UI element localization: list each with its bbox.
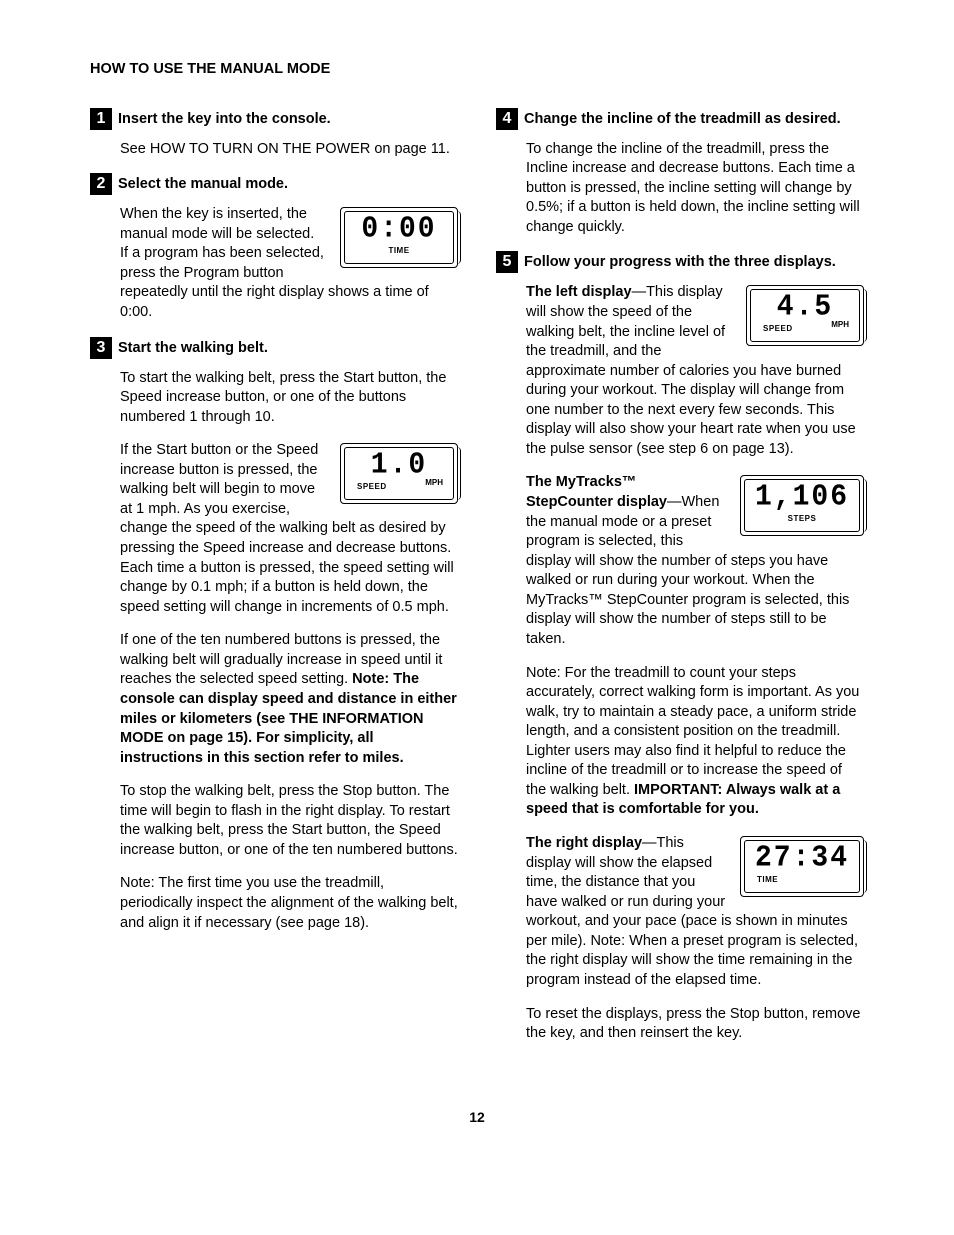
right-display-text-2: To reset the displays, press the Stop bu…	[526, 1005, 864, 1044]
two-column-layout: 1 Insert the key into the console. See H…	[90, 108, 864, 1058]
step-1: 1 Insert the key into the console. See H…	[90, 108, 458, 160]
step-1-title: Insert the key into the console.	[118, 108, 331, 130]
step-4-title: Change the incline of the treadmill as d…	[524, 108, 841, 130]
lcd-label: STEPS	[755, 514, 849, 525]
step-number-4: 4	[496, 108, 518, 130]
lcd-value: 1.0	[371, 451, 427, 482]
step-3: 3 Start the walking belt. To start the w…	[90, 337, 458, 934]
lcd-label: TIME	[755, 875, 849, 886]
lcd-value: 4.5	[777, 293, 833, 324]
section-title: HOW TO USE THE MANUAL MODE	[90, 60, 864, 80]
lcd-steps-display: 1,106 STEPS	[740, 475, 864, 536]
right-column: 4 Change the incline of the treadmill as…	[496, 108, 864, 1058]
step-1-text: See HOW TO TURN ON THE POWER on page 11.	[120, 140, 458, 160]
step-3-p4: To stop the walking belt, press the Stop…	[120, 782, 458, 860]
step-3-p5: Note: The first time you use the treadmi…	[120, 874, 458, 933]
step-number-3: 3	[90, 337, 112, 359]
lcd-unit: MPH	[425, 478, 443, 489]
lcd-time-display: 0:00 TIME	[340, 207, 458, 268]
step-number-2: 2	[90, 173, 112, 195]
step-number-5: 5	[496, 251, 518, 273]
lcd-left-display: 4.5 MPH SPEED	[746, 285, 864, 346]
step-5-title: Follow your progress with the three disp…	[524, 251, 836, 273]
step-2-title: Select the manual mode.	[118, 173, 288, 195]
page-number: 12	[90, 1108, 864, 1127]
lcd-value: 1,106	[755, 483, 849, 514]
step-4-text: To change the incline of the treadmill, …	[526, 140, 864, 238]
step-4: 4 Change the incline of the treadmill as…	[496, 108, 864, 238]
lcd-value: 27:34	[755, 844, 849, 875]
step-3-p1: To start the walking belt, press the Sta…	[120, 369, 458, 428]
lcd-label: TIME	[355, 246, 443, 257]
lcd-speed-display: 1.0 MPH SPEED	[340, 443, 458, 504]
mytracks-text-2: Note: For the treadmill to count your st…	[526, 664, 864, 821]
step-number-1: 1	[90, 108, 112, 130]
step-2: 2 Select the manual mode. 0:00 TIME When…	[90, 173, 458, 322]
lcd-value: 0:00	[361, 215, 436, 246]
lcd-unit: MPH	[831, 320, 849, 331]
step-3-title: Start the walking belt.	[118, 337, 268, 359]
left-column: 1 Insert the key into the console. See H…	[90, 108, 458, 1058]
step-5: 5 Follow your progress with the three di…	[496, 251, 864, 1043]
lcd-right-display: 27:34 TIME	[740, 836, 864, 897]
step-3-p3: If one of the ten numbered buttons is pr…	[120, 631, 458, 768]
